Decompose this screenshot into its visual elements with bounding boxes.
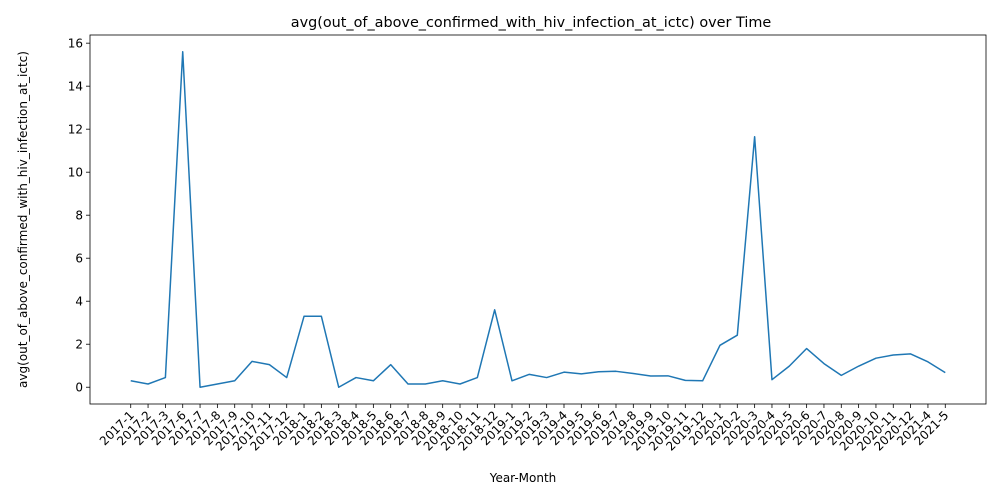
- chart-title: avg(out_of_above_confirmed_with_hiv_infe…: [291, 15, 772, 31]
- x-axis-label: Year-Month: [489, 471, 557, 485]
- y-tick-label: 16: [68, 36, 83, 50]
- plot-area: [130, 51, 946, 388]
- y-tick-label: 0: [75, 381, 83, 395]
- y-axis-label: avg(out_of_above_confirmed_with_hiv_infe…: [16, 51, 30, 388]
- y-tick-label: 4: [75, 295, 83, 309]
- y-tick-label: 12: [68, 122, 83, 136]
- plot-frame: [89, 34, 987, 405]
- y-tick-label: 14: [68, 79, 83, 93]
- y-axis: 0 2 4 6 8 10 12 14 16: [68, 36, 90, 395]
- y-tick-label: 2: [75, 338, 83, 352]
- y-tick-label: 10: [68, 165, 83, 179]
- series-line: [130, 51, 946, 388]
- y-tick-label: 8: [75, 208, 83, 222]
- y-tick-label: 6: [75, 252, 83, 266]
